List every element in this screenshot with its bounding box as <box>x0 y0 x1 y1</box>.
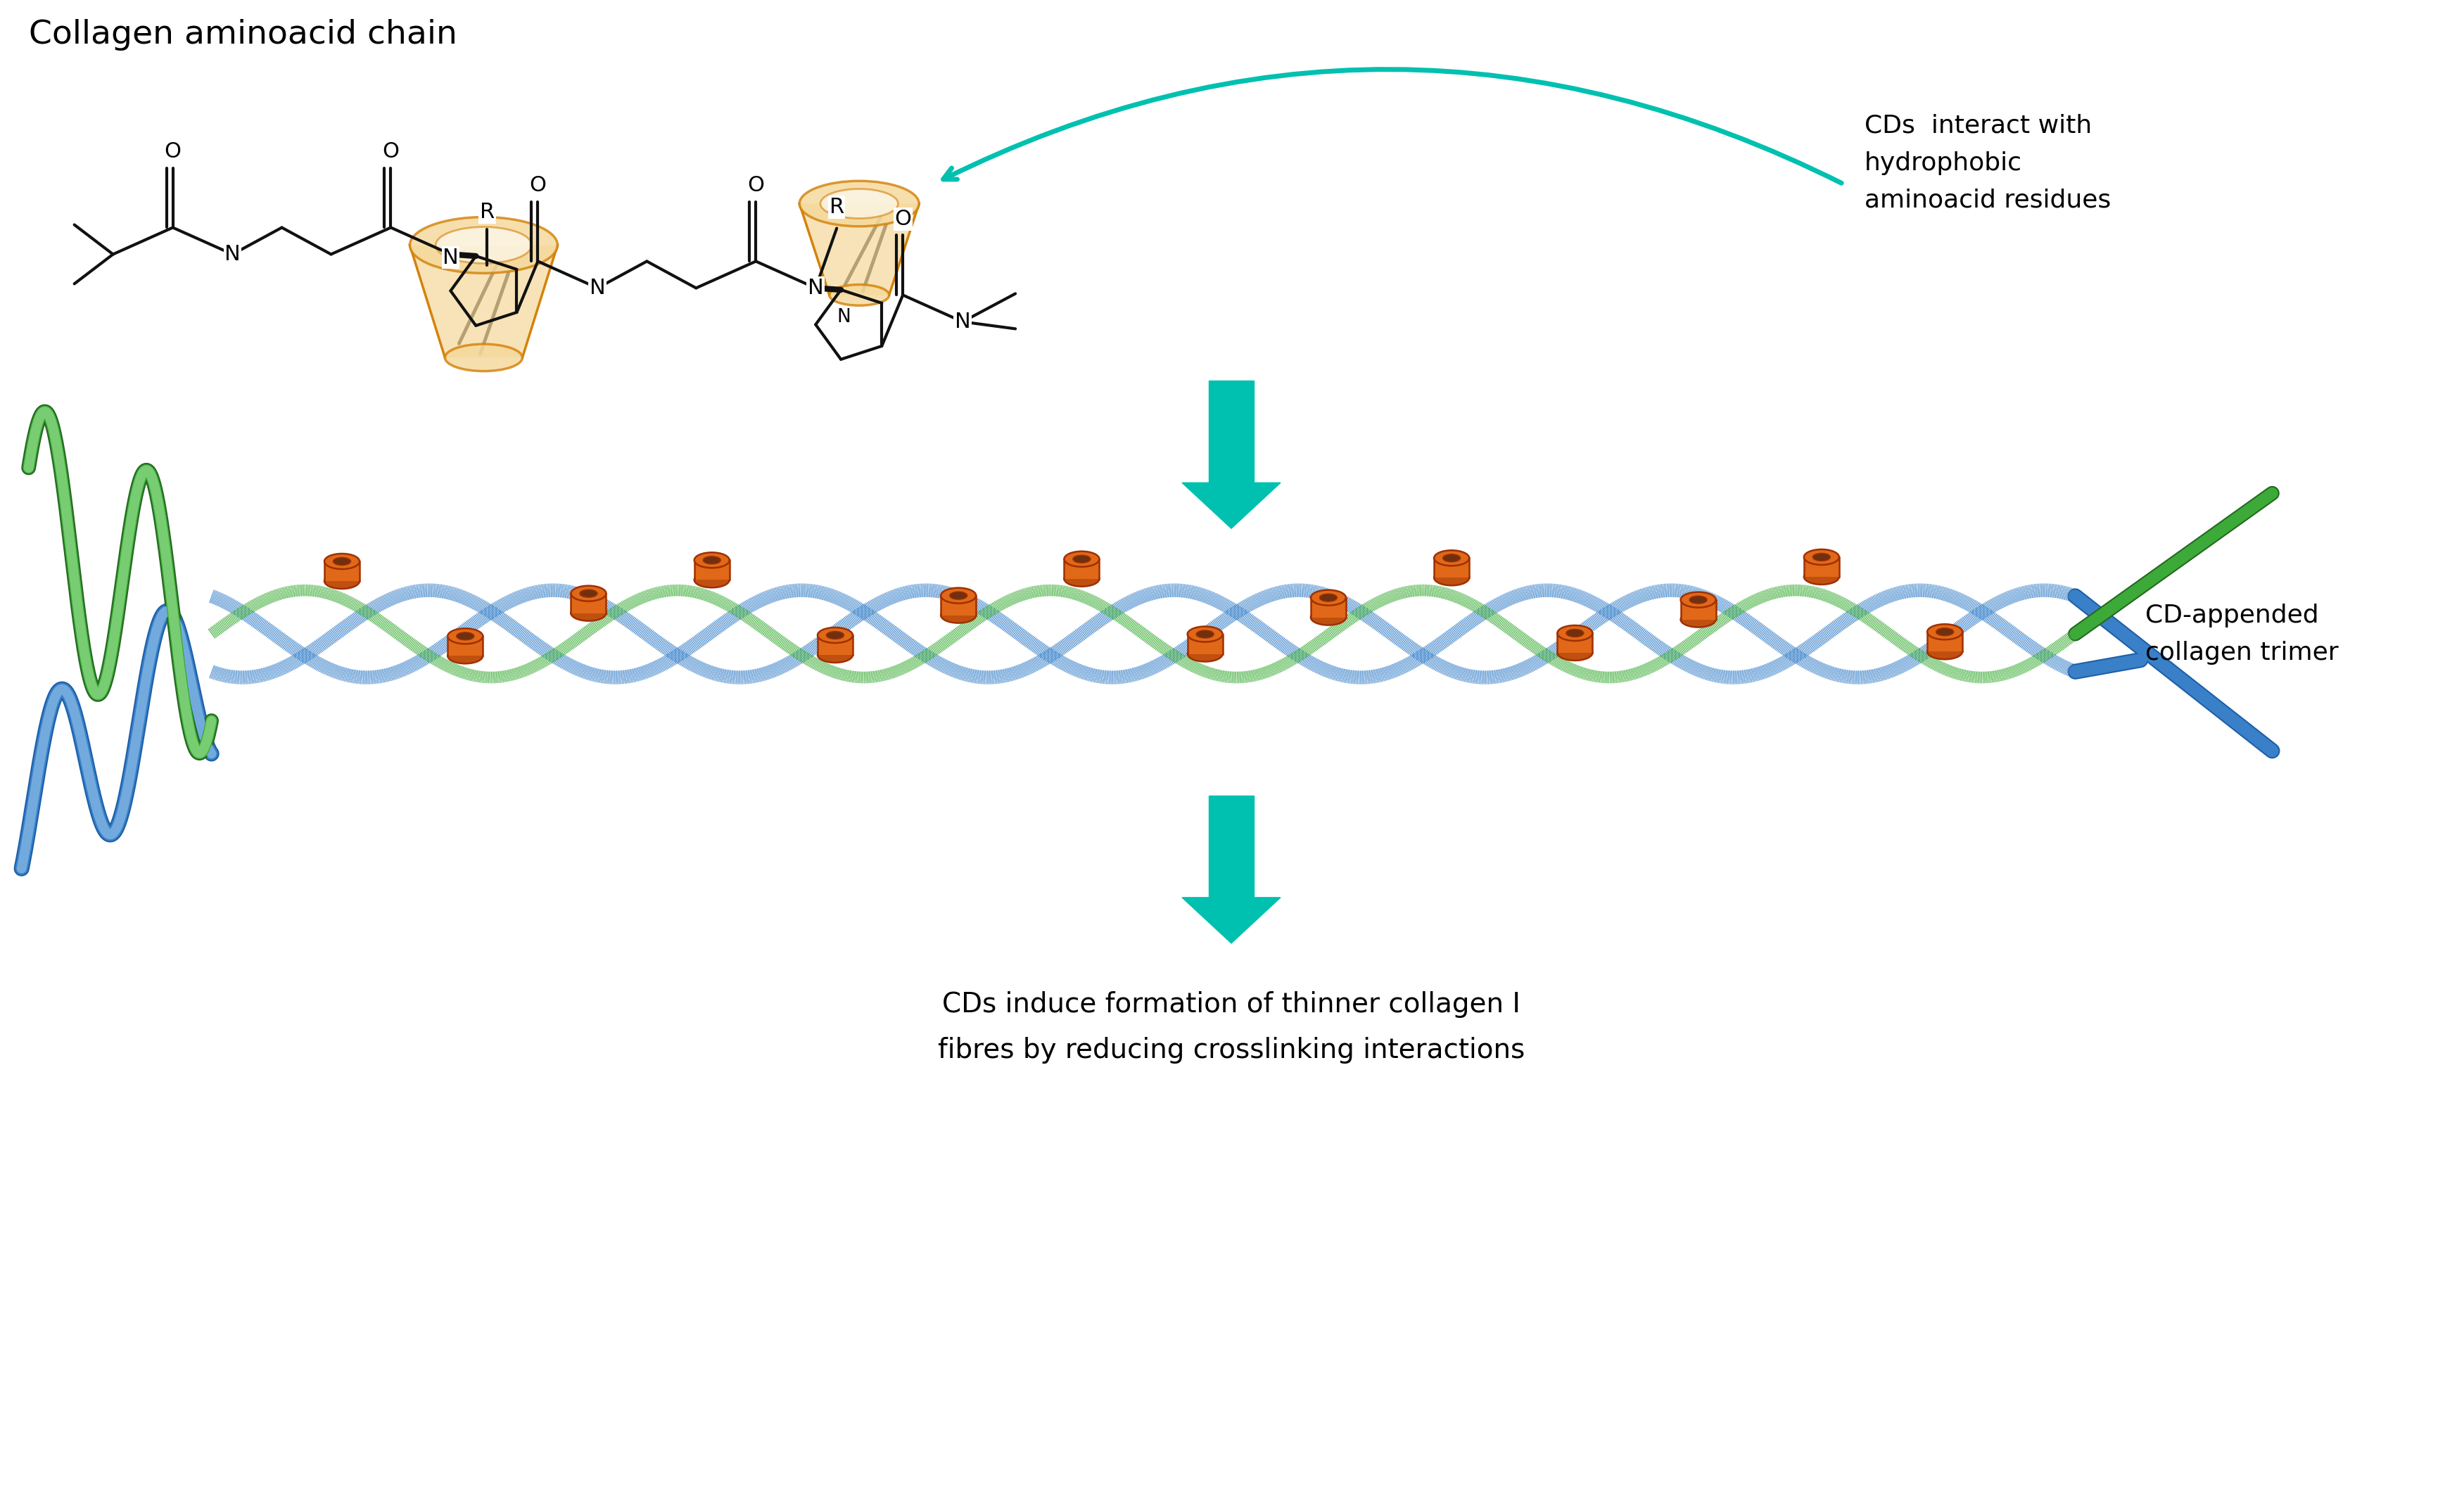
Ellipse shape <box>579 590 596 597</box>
Polygon shape <box>1804 557 1838 576</box>
Text: N: N <box>589 278 606 298</box>
Ellipse shape <box>446 345 522 371</box>
Text: CDs induce formation of thinner collagen I
fibres by reducing crosslinking inter: CDs induce formation of thinner collagen… <box>939 992 1525 1063</box>
Ellipse shape <box>818 628 853 643</box>
Ellipse shape <box>830 285 890 306</box>
Text: O: O <box>530 175 547 196</box>
Polygon shape <box>572 594 606 613</box>
Ellipse shape <box>1680 593 1715 607</box>
Ellipse shape <box>572 585 606 601</box>
Ellipse shape <box>1680 612 1715 627</box>
Polygon shape <box>941 595 976 615</box>
Ellipse shape <box>821 189 897 218</box>
Polygon shape <box>1557 633 1592 653</box>
Ellipse shape <box>1927 624 1961 640</box>
Text: N: N <box>808 278 823 298</box>
Ellipse shape <box>1188 646 1222 662</box>
Ellipse shape <box>941 607 976 624</box>
Ellipse shape <box>1434 551 1469 566</box>
Polygon shape <box>818 636 853 655</box>
Ellipse shape <box>333 557 350 566</box>
Ellipse shape <box>1311 610 1345 625</box>
Text: N: N <box>838 309 850 327</box>
Ellipse shape <box>1434 570 1469 585</box>
Polygon shape <box>1064 558 1099 579</box>
Text: N: N <box>954 312 971 333</box>
Text: R: R <box>830 198 845 217</box>
Ellipse shape <box>695 552 729 567</box>
Ellipse shape <box>448 628 483 644</box>
Ellipse shape <box>1188 627 1222 642</box>
Ellipse shape <box>1937 628 1954 636</box>
Polygon shape <box>409 245 557 358</box>
Text: CD-appended
collagen trimer: CD-appended collagen trimer <box>2146 603 2338 664</box>
Polygon shape <box>325 561 360 581</box>
Polygon shape <box>1927 633 1961 652</box>
Ellipse shape <box>1690 595 1708 603</box>
Ellipse shape <box>695 572 729 588</box>
Polygon shape <box>1210 380 1254 483</box>
Ellipse shape <box>818 647 853 662</box>
Ellipse shape <box>325 573 360 588</box>
Ellipse shape <box>1321 594 1338 601</box>
Ellipse shape <box>1072 555 1092 563</box>
Polygon shape <box>1188 634 1222 653</box>
Polygon shape <box>695 560 729 579</box>
Ellipse shape <box>1311 590 1345 606</box>
Text: N: N <box>224 244 241 264</box>
Ellipse shape <box>1195 630 1215 639</box>
Text: O: O <box>382 141 399 162</box>
Ellipse shape <box>941 588 976 603</box>
Ellipse shape <box>436 227 532 263</box>
Ellipse shape <box>1444 554 1461 561</box>
Text: O: O <box>894 209 912 229</box>
Polygon shape <box>798 203 919 296</box>
Polygon shape <box>1311 597 1345 618</box>
Ellipse shape <box>1567 630 1584 637</box>
Ellipse shape <box>1804 549 1838 564</box>
Text: Collagen aminoacid chain: Collagen aminoacid chain <box>30 19 456 50</box>
Ellipse shape <box>409 217 557 273</box>
Polygon shape <box>1183 897 1281 943</box>
Ellipse shape <box>1804 569 1838 585</box>
Ellipse shape <box>1064 572 1099 587</box>
Text: O: O <box>165 141 182 162</box>
Polygon shape <box>1434 558 1469 578</box>
Text: O: O <box>747 175 764 196</box>
Polygon shape <box>1680 600 1715 619</box>
Polygon shape <box>448 636 483 656</box>
Polygon shape <box>1183 483 1281 529</box>
Ellipse shape <box>798 181 919 226</box>
Ellipse shape <box>1557 625 1592 642</box>
Ellipse shape <box>456 633 473 640</box>
Ellipse shape <box>949 591 968 600</box>
Ellipse shape <box>702 557 719 564</box>
Ellipse shape <box>1064 551 1099 567</box>
Ellipse shape <box>448 647 483 664</box>
Polygon shape <box>1210 796 1254 897</box>
Text: N: N <box>444 248 458 267</box>
Text: R: R <box>480 202 495 223</box>
Ellipse shape <box>825 631 845 639</box>
Ellipse shape <box>325 554 360 569</box>
Ellipse shape <box>1557 644 1592 661</box>
Ellipse shape <box>1814 554 1831 561</box>
Text: CDs  interact with
hydrophobic
aminoacid residues: CDs interact with hydrophobic aminoacid … <box>1865 114 2112 212</box>
Ellipse shape <box>572 606 606 621</box>
Ellipse shape <box>1927 644 1961 659</box>
